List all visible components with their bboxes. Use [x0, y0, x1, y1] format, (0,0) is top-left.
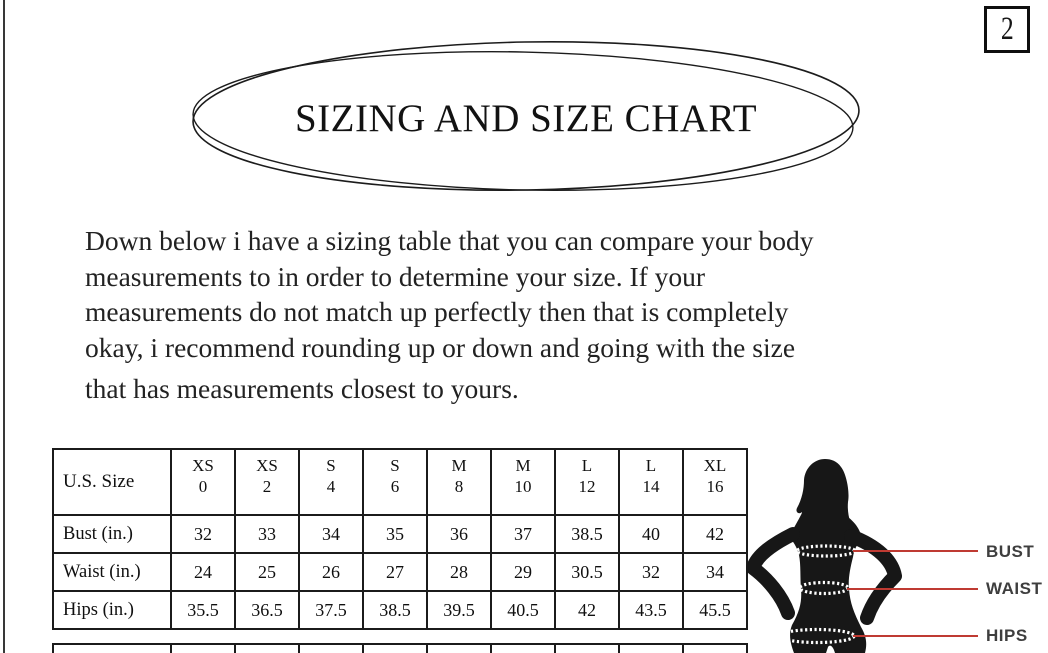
- size-value: 43.5: [618, 590, 684, 630]
- paragraph-line: that has measurements closest to yours.: [85, 373, 519, 404]
- size-value: 38.5: [554, 514, 620, 554]
- size-value: 40: [618, 514, 684, 554]
- paragraph-line: measurements do not match up perfectly t…: [85, 296, 789, 327]
- size-value: 27: [362, 552, 428, 592]
- page-title: SIZING AND SIZE CHART: [294, 97, 758, 140]
- size-column-header: XS 2: [234, 448, 300, 516]
- row-label: Hips (in.): [52, 590, 172, 630]
- hips-label: HIPS: [986, 626, 1028, 645]
- size-value: 36.5: [234, 590, 300, 630]
- size-value: 42: [682, 514, 748, 554]
- left-arm: [746, 527, 800, 620]
- size-value: 36: [426, 514, 492, 554]
- table-row-hips: Hips (in.) 35.5 36.5 37.5 38.5 39.5 40.5…: [52, 590, 748, 630]
- size-column-header: L 12: [554, 448, 620, 516]
- size-value: 42: [554, 590, 620, 630]
- body-measurement-figure: [746, 459, 978, 653]
- table-row-bust: Bust (in.) 32 33 34 35 36 37 38.5 40 42: [52, 514, 748, 554]
- size-value: 25: [234, 552, 300, 592]
- title-oval-decoration: [192, 40, 860, 192]
- size-value: 32: [618, 552, 684, 592]
- size-column-header: M 10: [490, 448, 556, 516]
- size-value: 45.5: [682, 590, 748, 630]
- size-value: 35: [362, 514, 428, 554]
- page-number: 2: [1000, 11, 1014, 47]
- size-value: 33: [234, 514, 300, 554]
- size-value: 30.5: [554, 552, 620, 592]
- size-value: 40.5: [490, 590, 556, 630]
- size-value: 34: [682, 552, 748, 592]
- size-value: 28: [426, 552, 492, 592]
- intro-paragraph: Down below i have a sizing table that yo…: [85, 223, 975, 407]
- size-column-header: XL 16: [682, 448, 748, 516]
- right-arm: [844, 529, 902, 625]
- size-value: 37.5: [298, 590, 364, 630]
- size-value: 29: [490, 552, 556, 592]
- table-row-waist: Waist (in.) 24 25 26 27 28 29 30.5 32 34: [52, 552, 748, 592]
- corner-header-cell: U.S. Size: [52, 448, 172, 516]
- paragraph-line: measurements to in order to determine yo…: [85, 260, 706, 292]
- size-column-header: XS 0: [170, 448, 236, 516]
- waist-label: WAIST: [986, 579, 1043, 598]
- paragraph-line: okay, i recommend rounding up or down an…: [85, 331, 796, 363]
- size-column-header: L 14: [618, 448, 684, 516]
- size-value: 24: [170, 552, 236, 592]
- left-margin-rule: [3, 0, 5, 653]
- size-value: 32: [170, 514, 236, 554]
- bust-label: BUST: [986, 542, 1035, 561]
- next-table-fragment: [52, 643, 750, 653]
- page-number-box: 2: [984, 6, 1030, 53]
- row-label: Bust (in.): [52, 514, 172, 554]
- size-value: 35.5: [170, 590, 236, 630]
- woman-silhouette: [789, 459, 867, 653]
- size-value: 37: [490, 514, 556, 554]
- size-value: 34: [298, 514, 364, 554]
- size-value: 26: [298, 552, 364, 592]
- size-value: 38.5: [362, 590, 428, 630]
- row-label: Waist (in.): [52, 552, 172, 592]
- size-value: 39.5: [426, 590, 492, 630]
- paragraph-line: Down below i have a sizing table that yo…: [85, 225, 814, 256]
